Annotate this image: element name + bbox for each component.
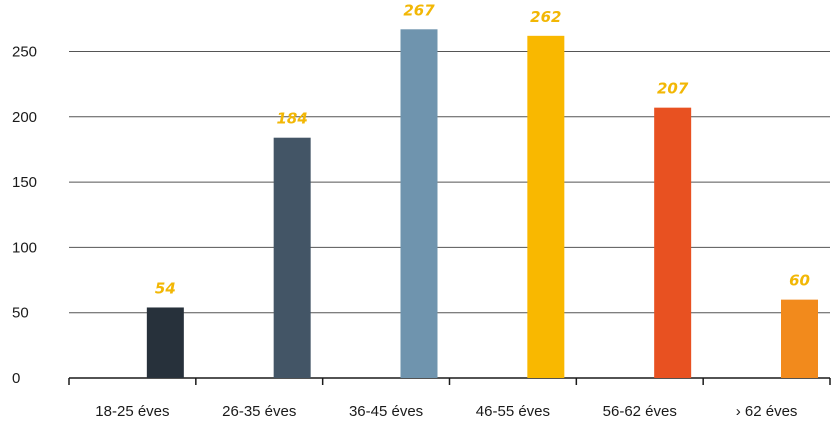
bar <box>654 107 692 379</box>
bar <box>781 299 818 378</box>
y-tick-label: 100 <box>12 239 37 256</box>
data-label: 207 <box>657 80 689 98</box>
data-label: 60 <box>789 272 810 290</box>
data-label: 54 <box>155 279 176 297</box>
bar <box>400 29 438 378</box>
gridlines <box>69 51 830 314</box>
bars <box>146 29 818 379</box>
data-label: 267 <box>403 1 435 19</box>
x-tick-label: › 62 éves <box>736 403 798 420</box>
data-label: 184 <box>277 110 308 128</box>
x-tick-label: 46-55 éves <box>476 403 550 420</box>
x-tick-label: 26-35 éves <box>222 403 296 420</box>
x-tick-label: 56-62 éves <box>603 403 677 420</box>
x-axis-tick-labels: 18-25 éves 26-35 éves 36-45 éves 46-55 éves… <box>95 403 797 420</box>
bar <box>273 137 311 378</box>
y-tick-label: 200 <box>12 109 37 126</box>
y-tick-label: 150 <box>12 174 37 191</box>
data-labels: 54 184 267 262 207 60 <box>155 1 810 297</box>
y-tick-label: 0 <box>12 370 20 387</box>
bar <box>146 307 184 378</box>
y-tick-label: 250 <box>12 44 37 61</box>
x-axis-tick-marks <box>68 378 831 385</box>
y-tick-label: 50 <box>12 305 29 322</box>
bar <box>527 35 565 378</box>
x-tick-label: 18-25 éves <box>95 403 169 420</box>
data-label: 262 <box>530 8 561 26</box>
y-axis-tick-labels: 0 50 100 150 200 250 <box>12 44 37 388</box>
x-tick-label: 36-45 éves <box>349 403 423 420</box>
